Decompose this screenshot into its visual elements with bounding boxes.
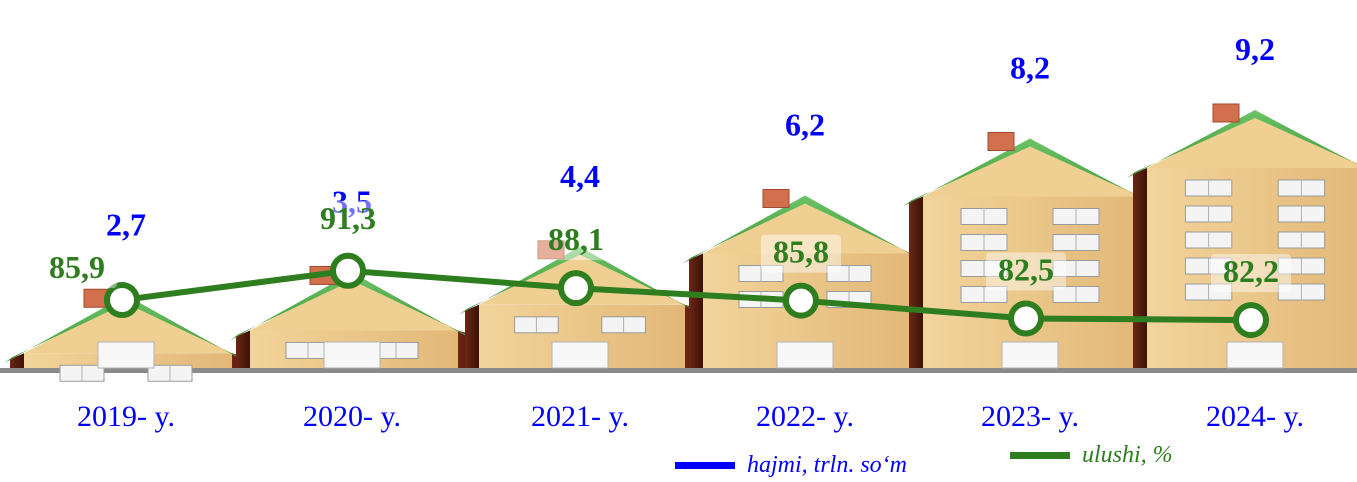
legend-item-share: ulushi, % [1010,442,1173,469]
house-bar [675,189,943,373]
house-side [236,330,250,368]
volume-data-label: 9,2 [1235,31,1275,67]
house-chimney [987,132,1015,151]
house-bar [222,265,490,373]
house-bar [0,288,264,382]
legend-swatch-share [1010,452,1070,459]
house-side [909,196,923,368]
data-labels: 2,7 3,5 4,4 6,2 8,2 9,2 85,9 91,3 88,1 85,8 82,5 82… [37,31,1291,293]
share-label-backdrop [308,200,388,239]
share-label-backdrop [1211,254,1291,293]
x-axis-labels: 2019- y. 2020- y. 2021- y. 2022- y. 2023- y.… [77,400,1304,433]
share-label-backdrop [986,252,1066,291]
volume-data-label: 3,5 [332,183,372,219]
x-tick-label: 2023- y. [981,400,1079,433]
share-label-backdrop [761,234,841,273]
house-bar [1119,103,1357,373]
share-data-label: 88,1 [548,221,604,257]
share-line-layer [104,252,1269,339]
share-label-backdrop [37,250,117,289]
share-label-backdrop [536,222,616,261]
house-bars [0,103,1357,382]
house-side [10,353,24,368]
house-gable [923,142,1141,197]
share-data-label: 85,8 [773,234,829,270]
house-gable [1147,114,1357,168]
share-series-marker [558,270,594,307]
house-bar [451,240,717,373]
house-gable [703,199,911,254]
house-wall [923,196,1141,368]
volume-data-label: 8,2 [1010,50,1050,86]
house-door [1226,341,1284,369]
legend: hajmi, trln. so‘m ulushi, % [675,442,1275,482]
legend-item-volume: hajmi, trln. so‘m [675,452,907,479]
share-data-label: 85,9 [49,249,105,285]
house-chimney [762,189,790,208]
share-series-marker [1008,300,1044,337]
house-shadow [1119,368,1357,373]
house-roof [1127,110,1357,178]
legend-label-volume: hajmi, trln. so‘m [747,452,908,478]
house-shadow [895,368,1173,373]
house-shadow [451,368,717,373]
house-shadow [222,368,490,373]
house-gable [24,299,232,354]
volume-data-label: 4,4 [560,158,600,194]
share-data-label: 82,2 [1223,253,1279,289]
x-tick-label: 2021- y. [531,400,629,433]
share-series-marker [330,252,366,289]
house-door [1001,341,1059,369]
house-gable [250,276,458,331]
x-tick-label: 2022- y. [756,400,854,433]
share-series-marker [1233,302,1269,339]
share-data-label: 91,3 [320,200,376,236]
house-door [551,341,609,369]
house-chimney [537,240,565,260]
house-chimney [1212,103,1240,123]
house-door [323,341,381,369]
x-tick-label: 2020- y. [303,400,401,433]
volume-data-label: 6,2 [785,107,825,143]
house-door [776,341,834,369]
legend-label-share: ulushi, % [1082,442,1173,468]
share-series-marker [783,282,819,319]
house-shadow [675,368,943,373]
legend-swatch-volume [675,462,735,469]
volume-data-label: 2,7 [106,206,146,242]
house-side [1133,168,1147,368]
house-side [465,304,479,368]
share-data-label: 82,5 [998,251,1054,287]
share-series-marker [104,282,140,319]
house-side [689,253,703,368]
x-tick-label: 2019- y. [77,400,175,433]
x-tick-label: 2024- y. [1206,400,1304,433]
house-door [97,341,155,369]
share-series-line [121,267,1252,324]
